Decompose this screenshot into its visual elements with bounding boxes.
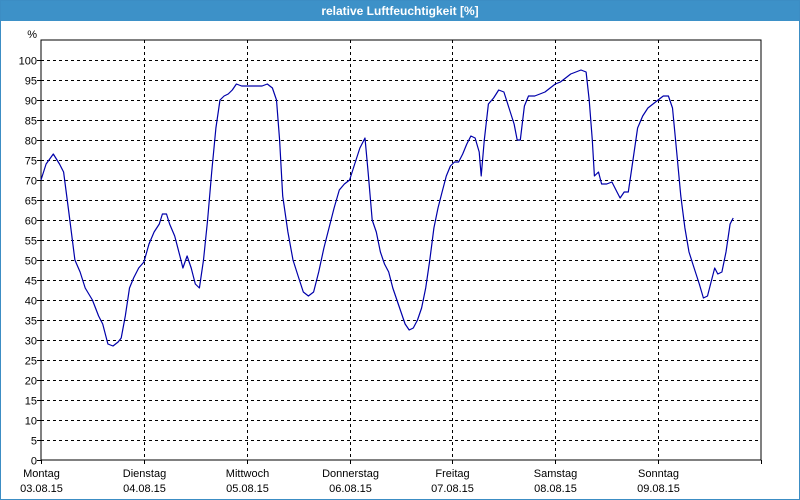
y-tick-label: 55 [25,236,37,248]
chart-title: relative Luftfeuchtigkeit [%] [1,1,799,21]
y-tick-label: 20 [25,376,37,388]
x-tick-date-label: 09.08.15 [637,483,680,495]
y-tick-label: 40 [25,296,37,308]
x-tick-date-label: 03.08.15 [20,483,63,495]
y-tick-label: 50 [25,256,37,268]
x-tick-day-label: Mittwoch [226,468,269,480]
y-tick-label: 35 [25,316,37,328]
humidity-series-line [40,69,734,347]
x-tick-day-label: Dienstag [123,468,166,480]
x-tick-date-label: 05.08.15 [226,483,269,495]
x-tick-day-label: Samstag [534,468,577,480]
series [40,69,734,347]
y-tick-label: 80 [25,136,37,148]
y-axis-unit-label: % [27,29,37,41]
y-tick-label: 60 [25,216,37,228]
y-tick-label: 0 [31,456,37,468]
grid [41,40,761,460]
y-tick-label: 85 [25,116,37,128]
y-tick-label: 10 [25,416,37,428]
x-tick-date-label: 07.08.15 [431,483,474,495]
y-tick-label: 90 [25,96,37,108]
humidity-chart: 0 5 10 15 20 25 30 35 40 45 50 55 60 65 70 75 80 85 90 95 10… [19,29,762,495]
x-tick-day-label: Montag [23,468,60,480]
x-tick-day-label: Sonntag [638,468,679,480]
y-tick-label: 45 [25,276,37,288]
x-tick-day-label: Freitag [435,468,469,480]
y-tick-label: 5 [31,436,37,448]
y-tick-label: 25 [25,356,37,368]
x-tick-date-label: 04.08.15 [123,483,166,495]
x-axis: Montag 03.08.15 Dienstag 04.08.15 Mittwoch 05… [20,460,762,495]
y-tick-label: 65 [25,196,37,208]
y-tick-label: 15 [25,396,37,408]
x-tick-date-label: 06.08.15 [329,483,372,495]
x-tick-date-label: 08.08.15 [534,483,577,495]
y-tick-label: 30 [25,336,37,348]
y-tick-label: 100 [19,56,37,68]
x-tick-day-label: Donnerstag [322,468,379,480]
y-tick-label: 95 [25,76,37,88]
y-tick-label: 70 [25,176,37,188]
plot-area-frame [40,39,762,461]
y-axis: 0 5 10 15 20 25 30 35 40 45 50 55 60 65 70 75 80 85 90 95 10… [19,29,41,468]
y-tick-label: 75 [25,156,37,168]
